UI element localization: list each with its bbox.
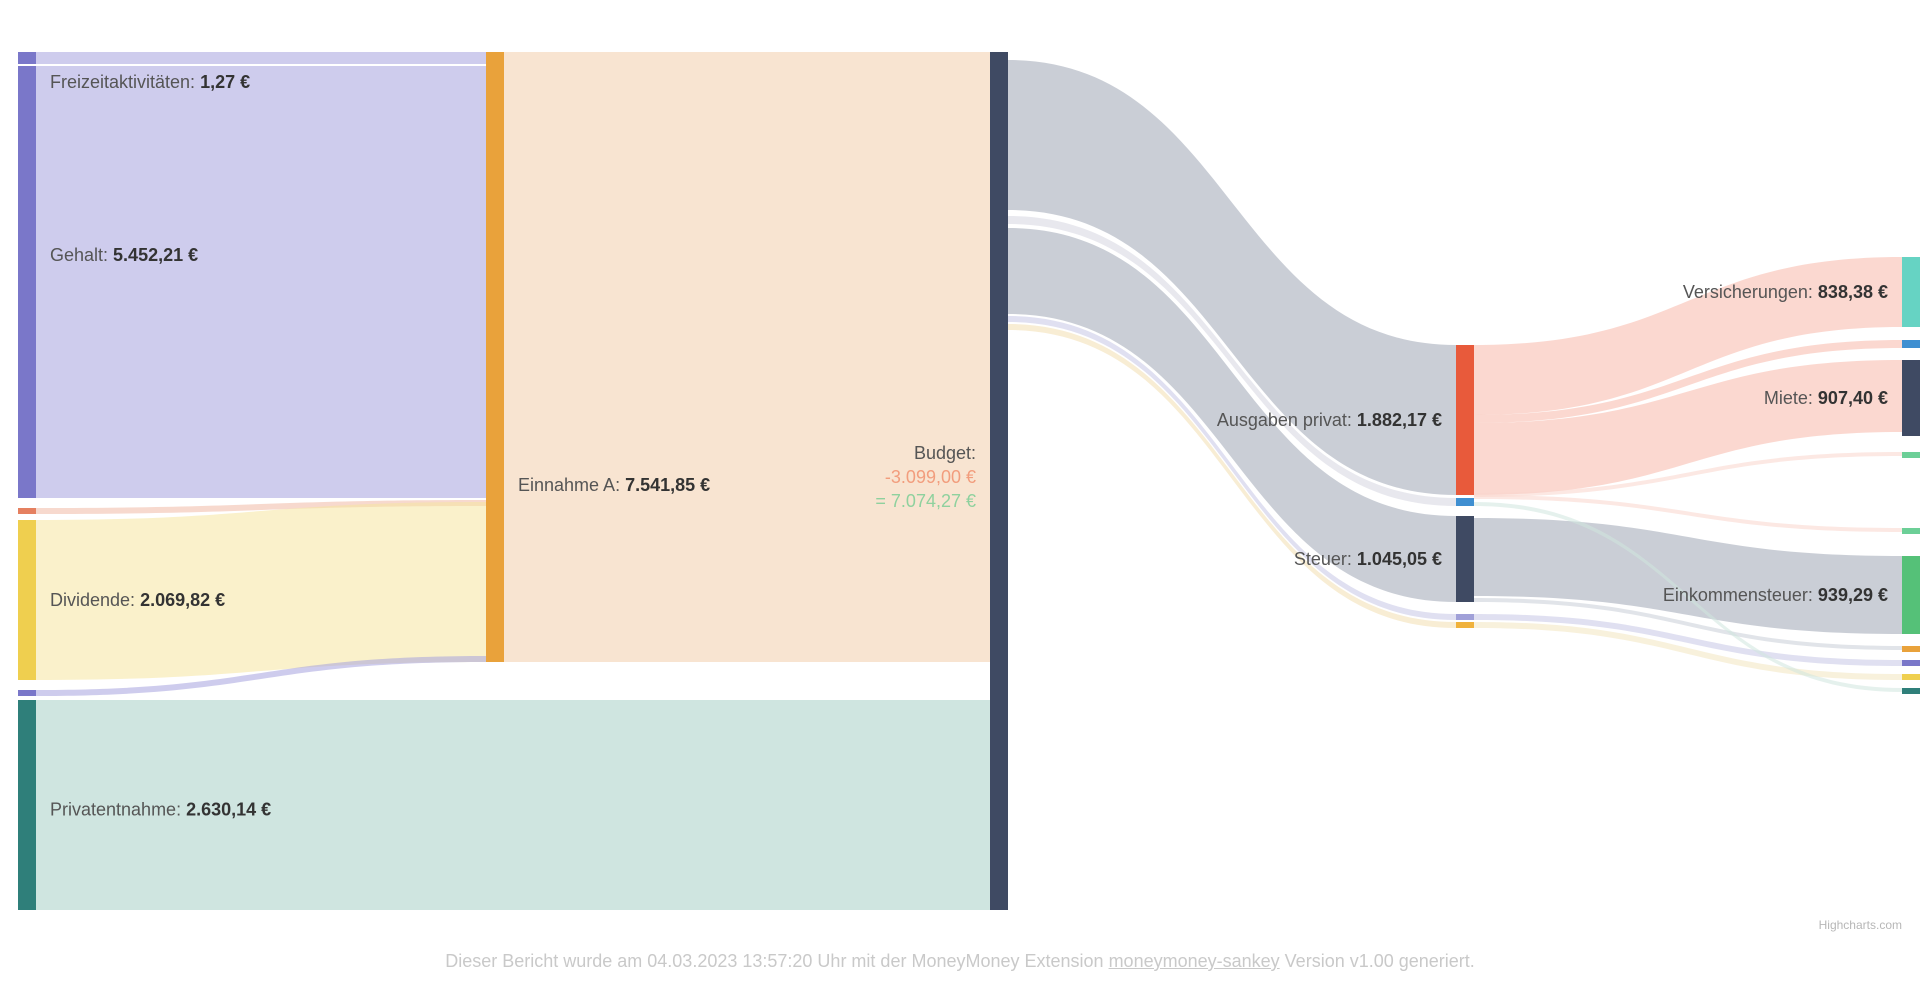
sankey-node-c4s1[interactable] (1902, 340, 1920, 348)
label-ausgaben: Ausgaben privat: 1.882,17 € (1217, 410, 1442, 430)
label-miete: Miete: 907,40 € (1764, 388, 1888, 408)
label-einnahmeA: Einnahme A: 7.541,85 € (518, 475, 710, 495)
footer-link[interactable]: moneymoney-sankey (1109, 951, 1280, 971)
sankey-node-einnahmeA[interactable] (486, 52, 504, 662)
sankey-node-c3s1[interactable] (1456, 498, 1474, 506)
label-einkommen: Einkommensteuer: 939,29 € (1663, 585, 1888, 605)
sankey-node-dividende[interactable] (18, 520, 36, 680)
label-steuer: Steuer: 1.045,05 € (1294, 549, 1442, 569)
label-gehalt: Gehalt: 5.452,21 € (50, 245, 198, 265)
label-versich: Versicherungen: 838,38 € (1683, 282, 1888, 302)
sankey-node-steuer[interactable] (1456, 516, 1474, 602)
sankey-node-c4s6[interactable] (1902, 674, 1920, 680)
sankey-node-c4s4[interactable] (1902, 646, 1920, 652)
sankey-node-c4s3[interactable] (1902, 528, 1920, 534)
label-dividende: Dividende: 2.069,82 € (50, 590, 225, 610)
sankey-node-c4s5[interactable] (1902, 660, 1920, 666)
sankey-node-miete[interactable] (1902, 360, 1920, 436)
footer-pre: Dieser Bericht wurde am 04.03.2023 13:57… (445, 951, 1108, 971)
chart-credit: Highcharts.com (1819, 918, 1902, 932)
sankey-node-thin2[interactable] (18, 690, 36, 696)
label-privat: Privatentnahme: 2.630,14 € (50, 800, 271, 820)
footer-post: Version v1.00 generiert. (1285, 951, 1475, 971)
sankey-node-c4s2[interactable] (1902, 452, 1920, 458)
sankey-node-c3s3[interactable] (1456, 622, 1474, 628)
sankey-link (36, 52, 486, 64)
sankey-node-thin1[interactable] (18, 508, 36, 514)
sankey-node-freizeit[interactable] (18, 52, 36, 64)
label-freizeit: Freizeitaktivitäten: 1,27 € (50, 72, 250, 92)
sankey-node-c4s7[interactable] (1902, 688, 1920, 694)
sankey-node-budget[interactable] (990, 52, 1008, 910)
sankey-node-privat[interactable] (18, 700, 36, 910)
sankey-chart: Freizeitaktivitäten: 1,27 € Gehalt: 5.452… (0, 0, 1920, 920)
sankey-link (504, 52, 990, 662)
sankey-node-c3s2[interactable] (1456, 614, 1474, 620)
sankey-node-versich[interactable] (1902, 257, 1920, 327)
sankey-node-einkommen[interactable] (1902, 556, 1920, 634)
sankey-link (36, 66, 486, 498)
sankey-node-gehalt[interactable] (18, 66, 36, 498)
report-footer: Dieser Bericht wurde am 04.03.2023 13:57… (0, 951, 1920, 972)
sankey-node-ausgaben[interactable] (1456, 345, 1474, 495)
